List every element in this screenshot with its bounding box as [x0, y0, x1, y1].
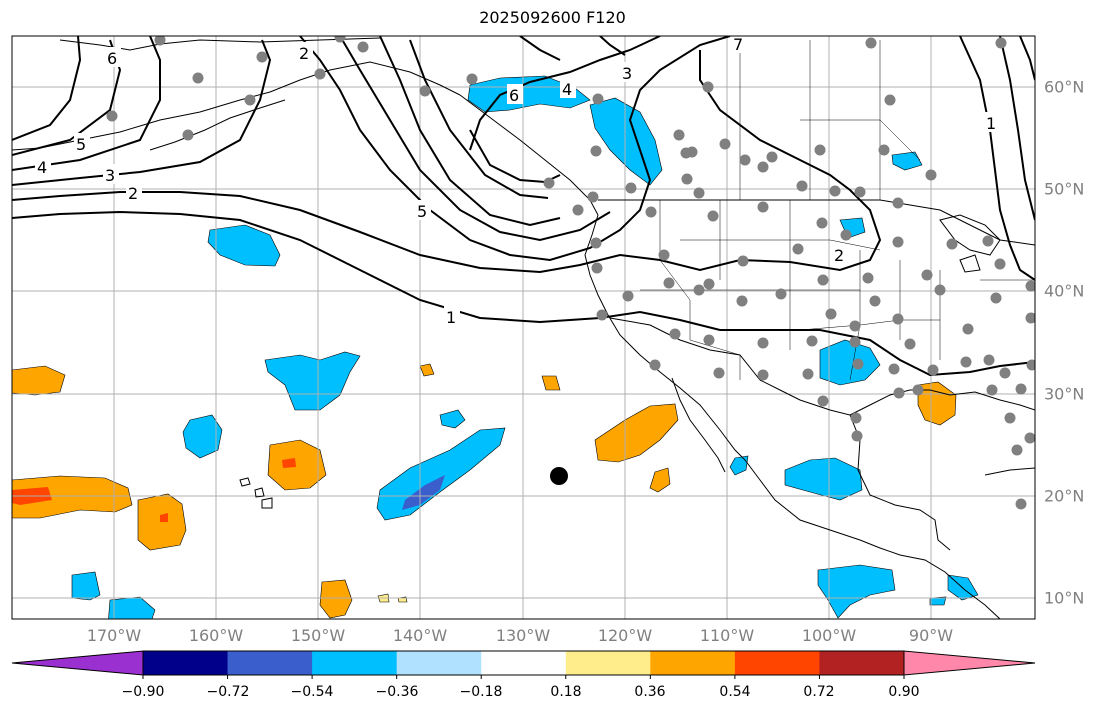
contour-label: 3 [105, 166, 115, 185]
coastlines [12, 37, 1035, 619]
contour-label: 1 [446, 308, 456, 327]
colorbar-segment [481, 651, 567, 675]
colorbar-tick-label: −0.36 [375, 684, 419, 700]
lat-label: 20°N [1044, 486, 1085, 506]
contour-label: 2 [834, 246, 844, 265]
colorbar-tick-label: 0.72 [803, 684, 835, 700]
map-frame [11, 35, 1036, 620]
contour-label: 4 [562, 80, 572, 99]
contour-label: 7 [733, 35, 743, 54]
station-markers [106, 36, 1035, 510]
contour-label: 6 [509, 86, 519, 105]
colorbar-segment [312, 651, 398, 675]
colorbar-segment [650, 651, 736, 675]
contour-label: 5 [417, 202, 427, 221]
colorbar-segment [396, 651, 482, 675]
lon-label: 150°W [290, 626, 346, 645]
lat-label: 10°N [1044, 588, 1085, 608]
colorbar-segment [12, 651, 143, 675]
contour-label: 2 [128, 184, 138, 203]
colorbar-tick-label: −0.72 [206, 684, 250, 700]
lon-label: 130°W [495, 626, 551, 645]
colorbar-segment [565, 651, 651, 675]
contour-label: 6 [107, 49, 117, 68]
lon-label: 100°W [801, 626, 857, 645]
height-contours [12, 36, 1035, 377]
colorbar-segment [819, 651, 905, 675]
lat-label: 40°N [1044, 281, 1085, 301]
colorbar-tick-label: 0.36 [634, 684, 666, 700]
colorbar-segment [904, 651, 1035, 675]
contour-label: 5 [76, 135, 86, 154]
lon-label: 90°W [908, 626, 954, 645]
colorbar-tick-label: −0.18 [459, 684, 503, 700]
colorbar-segment [227, 651, 313, 675]
lon-label: 120°W [597, 626, 653, 645]
contour-label: 2 [299, 44, 309, 63]
contour-label: 3 [622, 64, 632, 83]
colorbar-tick-label: −0.54 [290, 684, 334, 700]
state-borders [640, 40, 1035, 381]
lat-label: 60°N [1044, 77, 1085, 97]
colorbar-tick-label: 0.90 [888, 684, 920, 700]
lat-label: 50°N [1044, 179, 1085, 199]
lon-label: 160°W [188, 626, 244, 645]
map-title: 2025092600 F120 [479, 8, 626, 27]
lon-label: 110°W [699, 626, 755, 645]
colorbar-frame [142, 650, 905, 676]
colorbar [12, 651, 1035, 675]
lon-label: 170°W [86, 626, 142, 645]
typhoon-center-marker [550, 467, 568, 485]
colorbar-tick-label: −0.90 [121, 684, 165, 700]
colorbar-tick-label: 0.54 [719, 684, 751, 700]
contour-label: 1 [986, 114, 996, 133]
lat-label: 30°N [1044, 384, 1085, 404]
colorbar-segment [143, 651, 229, 675]
anomaly-shading [12, 75, 979, 619]
colorbar-tick-label: 0.18 [550, 684, 582, 700]
contour-label: 4 [37, 158, 47, 177]
colorbar-segment [734, 651, 820, 675]
contour-labels: 1 2 3 4 5 6 7 2 3 4 5 6 1 2 [35, 35, 1000, 327]
lon-label: 140°W [392, 626, 448, 645]
